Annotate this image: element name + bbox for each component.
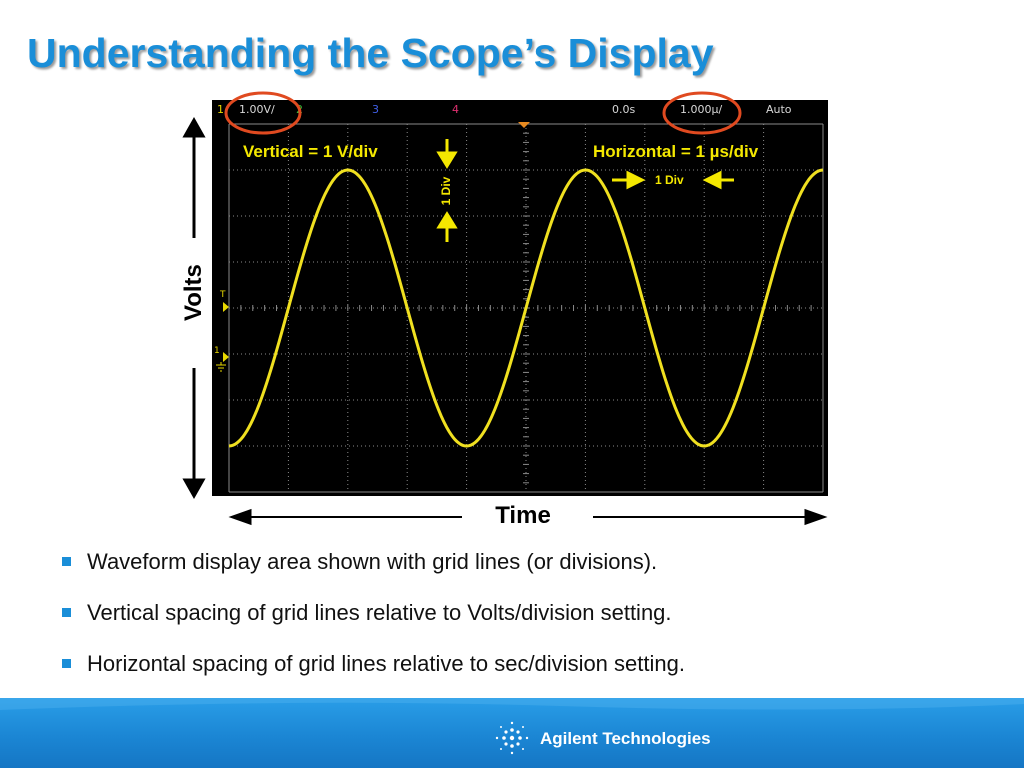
trigger-level-marker	[223, 302, 229, 312]
bullet-item: Horizontal spacing of grid lines relativ…	[60, 651, 685, 702]
agilent-spark-icon	[495, 721, 529, 755]
volts-arrow-down	[182, 478, 206, 500]
bullet-item: Waveform display area shown with grid li…	[60, 549, 685, 600]
x-axis-label: Time	[495, 502, 551, 529]
slide-title: Understanding the Scope’s Display	[27, 30, 714, 76]
time-arrow-right	[804, 508, 828, 526]
delay-readout: 0.0s	[612, 103, 636, 116]
bullet-list: Waveform display area shown with grid li…	[60, 549, 685, 702]
vertical-scale-annotation: Vertical = 1 V/div	[243, 142, 378, 161]
waveform-trace	[228, 168, 824, 448]
bullet-item: Vertical spacing of grid lines relative …	[60, 600, 685, 651]
one-div-horizontal-label: 1 Div	[655, 173, 684, 187]
timebase-readout: 1.000µ/	[680, 103, 723, 116]
scope-display: 1 1.00V/ 2 3 4 0.0s 1.000µ/ Auto T 1 Ver…	[212, 100, 828, 496]
bullet-text: Horizontal spacing of grid lines relativ…	[87, 651, 685, 676]
ground-icon	[216, 362, 226, 372]
one-div-vertical-label: 1 Div	[439, 176, 453, 206]
ground-marker-label: 1	[214, 346, 220, 356]
footer-bar	[0, 698, 1024, 768]
volts-arrow-up	[182, 116, 206, 138]
horizontal-scale-annotation: Horizontal = 1 µs/div	[593, 142, 759, 161]
trigger-marker-label: T	[220, 290, 226, 300]
bullet-square-icon	[62, 659, 71, 668]
footer-brand: Agilent Technologies	[540, 729, 711, 748]
ch1-number: 1	[217, 103, 224, 116]
bullet-square-icon	[62, 557, 71, 566]
bullet-square-icon	[62, 608, 71, 617]
trigger-position-marker	[518, 122, 530, 128]
y-axis-label: Volts	[180, 264, 207, 321]
ch3-label: 3	[372, 103, 379, 116]
bullet-text: Waveform display area shown with grid li…	[87, 549, 658, 574]
footer-wave	[0, 698, 1024, 710]
ch1-scale: 1.00V/	[239, 103, 275, 116]
trigger-mode: Auto	[766, 103, 792, 116]
ch4-label: 4	[452, 103, 459, 116]
ground-level-marker	[223, 352, 229, 362]
bullet-text: Vertical spacing of grid lines relative …	[87, 600, 672, 625]
ch2-label: 2	[296, 103, 303, 116]
time-arrow-left	[228, 508, 252, 526]
scope-graticule	[216, 122, 824, 493]
